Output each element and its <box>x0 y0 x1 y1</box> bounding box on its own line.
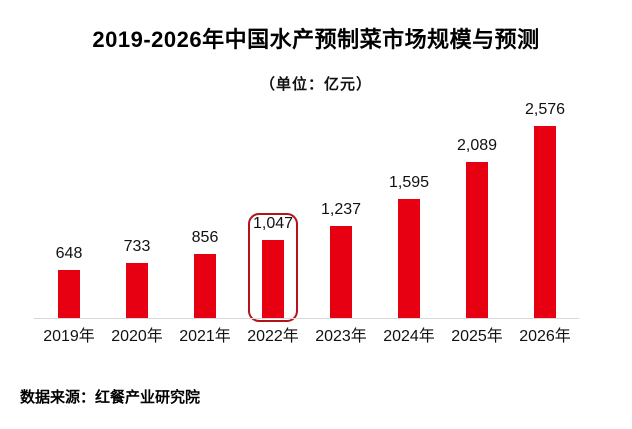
value-label: 2,576 <box>524 101 566 118</box>
bar-column: 856 <box>171 96 239 318</box>
bar-column: 1,047 <box>239 96 307 322</box>
value-label: 1,047 <box>252 215 294 232</box>
x-axis-tick-label: 2021年 <box>179 328 231 345</box>
value-label: 1,595 <box>388 174 430 192</box>
x-axis-tick-label: 2019年 <box>43 328 95 345</box>
x-axis-tick-label: 2023年 <box>315 328 367 345</box>
bar <box>534 126 556 318</box>
chart-subtitle: （单位：亿元） <box>259 75 372 93</box>
bar <box>262 240 284 318</box>
value-label: 733 <box>123 238 151 256</box>
x-axis-tick-label: 2025年 <box>451 328 503 345</box>
bar-column: 1,237 <box>307 96 375 318</box>
chart-title: 2019-2026年中国水产预制菜市场规模与预测 <box>92 27 540 52</box>
x-axis-line <box>34 318 579 319</box>
chart-container: 2019-2026年中国水产预制菜市场规模与预测 （单位：亿元） 648 733 8… <box>0 26 632 406</box>
x-axis-tick-label: 2020年 <box>111 328 163 345</box>
value-label: 2,089 <box>456 137 498 155</box>
bar <box>466 162 488 318</box>
x-axis-tick-label: 2024年 <box>383 328 435 345</box>
bar-column: 733 <box>103 96 171 318</box>
value-label: 1,237 <box>320 200 362 218</box>
bar <box>126 263 148 318</box>
data-source-label: 数据来源：红餐产业研究院 <box>20 389 201 406</box>
bar <box>194 254 216 318</box>
bar <box>330 225 352 318</box>
bar-column: 648 <box>35 96 103 318</box>
bar <box>398 199 420 318</box>
x-axis-labels: 2019年 2020年 2021年 2022年 2023年 2024年 2025年 2026年 <box>35 327 579 347</box>
x-axis-tick-label: 2026年 <box>519 328 571 345</box>
x-axis-tick-label: 2022年 <box>247 328 299 345</box>
bar-column: 2,089 <box>443 96 511 318</box>
value-label: 648 <box>55 244 83 262</box>
bar-column: 2,576 <box>511 96 579 318</box>
value-label: 856 <box>191 229 219 247</box>
bar-column: 1,595 <box>375 96 443 318</box>
plot-area: 648 733 856 1,047 1,237 1,595 2,089 2,576 <box>35 96 579 322</box>
bar <box>58 269 80 318</box>
